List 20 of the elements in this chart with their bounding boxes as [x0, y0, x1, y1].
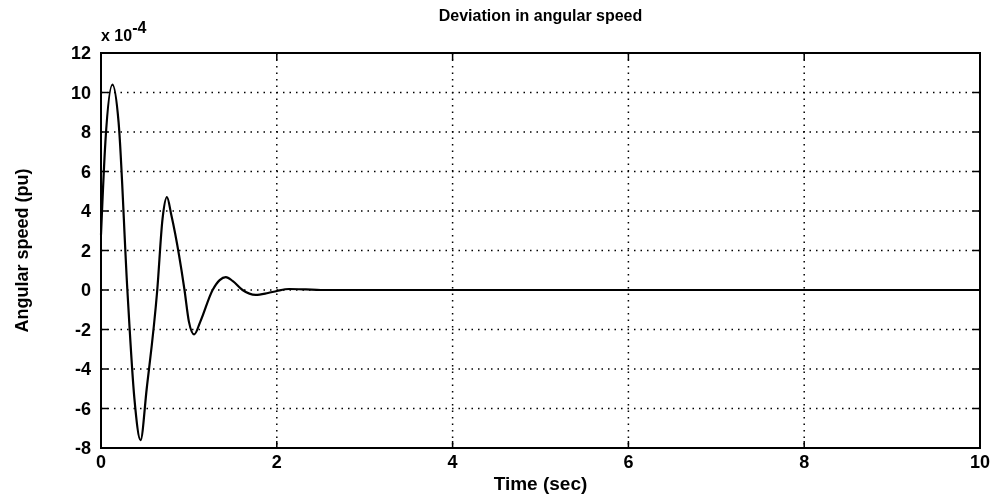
y-tick-label: -2: [74, 319, 91, 340]
y-tick-label: 8: [80, 122, 91, 142]
y-tick-label: 12: [70, 43, 91, 63]
y-tick-label: 2: [80, 240, 91, 261]
x-tick-label: 4: [447, 452, 458, 472]
chart-title: Deviation in angular speed: [438, 7, 643, 24]
y-axis-title: Angular speed (pu): [12, 168, 32, 333]
y-tick-label: 6: [80, 161, 91, 182]
y-tick-label: -4: [74, 359, 91, 379]
y-tick-label: 10: [70, 82, 91, 103]
x-tick-label: 10: [969, 452, 991, 472]
x-axis-title: Time (sec): [493, 473, 588, 494]
y-tick-label: -6: [74, 398, 91, 419]
y-tick-label: -8: [74, 438, 91, 458]
y-tick-label: 0: [80, 280, 91, 300]
x-tick-label: 6: [623, 452, 634, 472]
x-tick-label: 8: [799, 452, 810, 472]
x-tick-label: 2: [271, 452, 282, 472]
y-tick-label: 4: [80, 201, 91, 221]
x-tick-label: 0: [95, 452, 107, 472]
